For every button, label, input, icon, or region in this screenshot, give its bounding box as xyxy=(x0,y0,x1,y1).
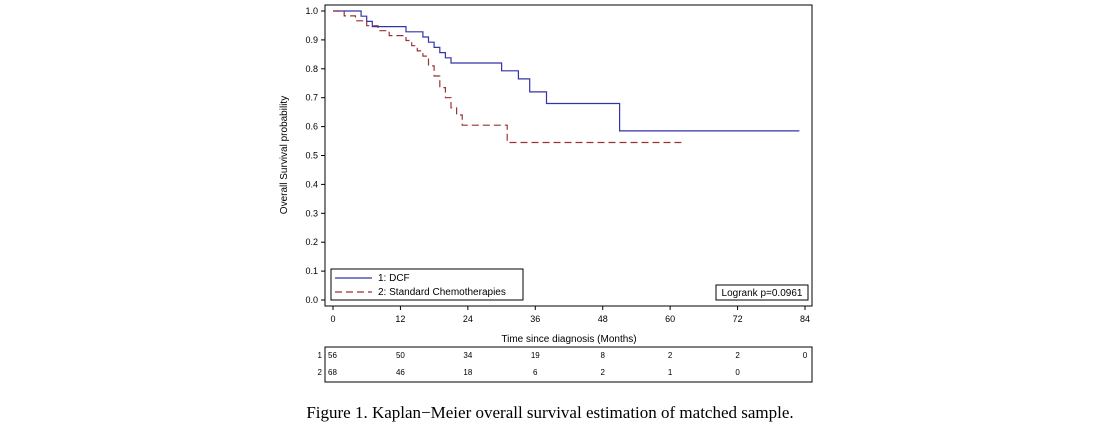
y-tick-label: 0.6 xyxy=(305,122,318,132)
figure-caption: Figure 1. Kaplan−Meier overall survival … xyxy=(306,403,794,422)
x-axis: 0 12 24 36 48 60 72 84 xyxy=(330,306,810,324)
risk-count: 8 xyxy=(600,351,605,360)
y-tick-label: 0.5 xyxy=(305,151,318,161)
risk-count: 50 xyxy=(396,351,405,360)
risk-table: 1 56 50 34 19 8 2 2 0 2 68 46 18 6 2 1 0 xyxy=(318,351,808,377)
risk-count: 2 xyxy=(735,351,740,360)
risk-count: 46 xyxy=(396,368,405,377)
risk-count: 0 xyxy=(803,351,808,360)
survival-curve-1 xyxy=(333,10,800,132)
legend-label-dcf: 1: DCF xyxy=(378,273,410,284)
risk-row-label: 2 xyxy=(318,368,323,377)
y-tick-label: 0.9 xyxy=(305,35,318,45)
logrank-annotation: Logrank p=0.0961 xyxy=(715,284,809,301)
legend-box xyxy=(330,268,524,301)
logrank-box xyxy=(715,284,809,301)
risk-count: 2 xyxy=(668,351,673,360)
risk-row-label: 1 xyxy=(318,351,323,360)
risk-count: 2 xyxy=(600,368,605,377)
survival-curve-2 xyxy=(333,10,682,144)
risk-table-frame xyxy=(324,346,813,383)
x-tick-label: 48 xyxy=(598,314,608,324)
x-axis-title: Time since diagnosis (Months) xyxy=(501,334,636,345)
risk-count: 18 xyxy=(463,368,472,377)
logrank-text: Logrank p=0.0961 xyxy=(722,288,803,299)
x-tick-label: 36 xyxy=(530,314,540,324)
x-tick-label: 24 xyxy=(463,314,473,324)
plot-frame xyxy=(324,4,813,307)
x-tick-label: 72 xyxy=(733,314,743,324)
legend: 1: DCF 2: Standard Chemotherapies xyxy=(330,268,524,301)
y-tick-label: 0.4 xyxy=(305,179,318,189)
risk-count: 68 xyxy=(328,368,337,377)
legend-label-standard: 2: Standard Chemotherapies xyxy=(378,287,506,298)
y-tick-label: 0.3 xyxy=(305,208,318,218)
x-tick-label: 12 xyxy=(395,314,405,324)
y-tick-label: 0.1 xyxy=(305,266,318,276)
risk-count: 6 xyxy=(533,368,538,377)
series-layer xyxy=(333,10,800,144)
y-axis: 0.0 0.1 0.2 0.3 0.4 0.5 0.6 0.7 0.8 0.9 1.0 xyxy=(305,6,325,305)
y-tick-label: 0.2 xyxy=(305,237,318,247)
y-tick-label: 0.0 xyxy=(305,295,318,305)
x-tick-label: 0 xyxy=(330,314,335,324)
risk-count: 34 xyxy=(463,351,472,360)
risk-count: 56 xyxy=(328,351,337,360)
x-tick-label: 60 xyxy=(665,314,675,324)
risk-count: 19 xyxy=(531,351,540,360)
y-tick-label: 0.7 xyxy=(305,93,318,103)
risk-count: 1 xyxy=(668,368,673,377)
y-tick-label: 0.8 xyxy=(305,64,318,74)
risk-count: 0 xyxy=(735,368,740,377)
y-axis-title: Overall Survival probability xyxy=(279,96,290,214)
x-tick-label: 84 xyxy=(800,314,810,324)
km-chart: 0.00.10.20.30.40.50.60.70.80.91.0 0 12 24 3… xyxy=(279,4,813,383)
y-tick-label: 1.0 xyxy=(305,6,318,16)
